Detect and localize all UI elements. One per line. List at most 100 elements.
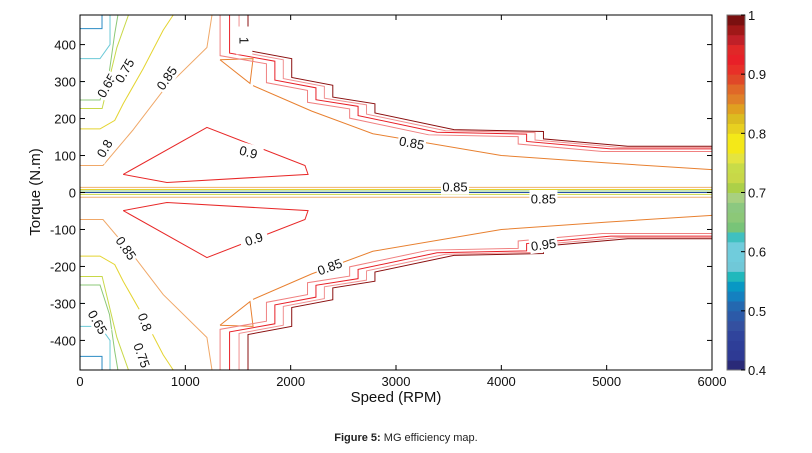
colorbar-swatch: [727, 15, 745, 26]
colorbar-swatch: [727, 103, 745, 115]
contour-line-0.55: [80, 15, 103, 30]
colorbar-tick-label: 0.6: [748, 245, 766, 260]
contour-label-bg: [110, 54, 139, 87]
colorbar-swatch: [727, 360, 745, 371]
colorbar-swatch: [727, 84, 745, 95]
caption-label: Figure 5:: [334, 432, 381, 444]
contour-label: 0.85: [315, 256, 344, 279]
colorbar-tick-label: 0.5: [748, 304, 766, 319]
x-tick-label: 5000: [592, 374, 621, 389]
colorbar-swatch: [727, 172, 745, 184]
contour-line-0.9: [219, 15, 712, 152]
contour-label: 0.85: [398, 133, 426, 152]
colorbar-swatch: [727, 350, 745, 361]
y-tick-label: 400: [54, 38, 76, 53]
x-axis-label: Speed (RPM): [351, 389, 442, 406]
figure-caption: Figure 5: MG efficiency map.: [0, 432, 812, 444]
y-tick-label: -300: [50, 296, 76, 311]
colorbar-swatch: [727, 291, 745, 302]
x-tick-label: 6000: [698, 374, 727, 389]
contour-labels: 10.650.75 0.850.8 0.9 0.850.850.850.85 0.90.…: [83, 26, 559, 372]
colorbar-swatch: [727, 231, 745, 243]
colorbar-swatch: [727, 340, 745, 351]
colorbar-swatch: [727, 320, 745, 332]
contour-label-bg: [129, 339, 155, 372]
contour-label: 0.9: [238, 143, 259, 162]
contour-line-0.75: [80, 275, 129, 371]
contour-line-0.85: [80, 218, 213, 371]
colorbar-swatch: [727, 74, 745, 85]
contour-line-0.55: [80, 355, 103, 370]
contour-line-0.92: [229, 235, 712, 370]
colorbar-swatch: [727, 162, 745, 174]
x-tick-label: 4000: [487, 374, 516, 389]
colorbar-tick-label: 0.9: [748, 67, 766, 82]
contour-line-0.7: [80, 14, 119, 101]
contour-label-bg: [236, 26, 253, 55]
contour-line-0.85: [80, 14, 213, 167]
contour-label: 1: [236, 37, 251, 44]
colorbar-swatch: [727, 251, 745, 263]
y-tick-label: 300: [54, 75, 76, 90]
contour-label-bg: [90, 132, 119, 165]
colorbar-swatch: [727, 212, 745, 223]
y-tick-label: 100: [54, 149, 76, 164]
x-tick-label: 3000: [382, 374, 411, 389]
colorbar-tick-label: 1: [748, 8, 755, 23]
colorbar-swatch: [727, 241, 745, 253]
contour-label: 0.75: [130, 341, 153, 370]
colorbar-swatch: [727, 54, 745, 65]
colorbar-swatch: [727, 182, 745, 193]
contour-label-bg: [151, 61, 181, 94]
contour-line-0.8: [80, 255, 174, 371]
colorbar-swatch: [727, 143, 745, 154]
contour-label-bg: [133, 306, 158, 338]
y-axis-label: Torque (N.m): [27, 148, 44, 236]
colorbar-swatch: [727, 192, 745, 203]
contour-line-1: [247, 238, 712, 370]
contour-line-0.8: [80, 14, 174, 130]
contour-label: 0.8: [135, 311, 155, 333]
colorbar-tick-label: 0.8: [748, 126, 766, 141]
y-tick-label: 200: [54, 112, 76, 127]
contour-label-bg: [111, 231, 141, 265]
y-tick-label: -400: [50, 333, 76, 348]
colorbar-tick-label: 0.4: [748, 363, 766, 378]
colorbar-swatch: [727, 34, 745, 46]
colorbar-swatch: [727, 281, 745, 292]
y-tick-label: 0: [69, 186, 76, 201]
x-tick-label: 1000: [171, 374, 200, 389]
contour-line-0.95: [238, 15, 712, 148]
colorbar-swatch: [727, 202, 745, 213]
y-axis-ticks: -400 -300 -200 -100 0 100 200 300 400: [50, 38, 712, 348]
x-tick-label: 0: [76, 374, 83, 389]
contour-line-0.9: [122, 126, 309, 184]
contour-line-0.9: [122, 201, 309, 259]
colorbar-swatch: [727, 123, 745, 134]
colorbar-swatch: [727, 64, 745, 75]
colorbar-tick-label: 0.7: [748, 186, 766, 201]
colorbar-swatch: [727, 330, 745, 341]
contour-line-0.85: [219, 58, 254, 85]
contour-label-bg: [529, 190, 558, 207]
contour-label-bg: [396, 132, 427, 153]
contour-line-0.9: [219, 233, 712, 370]
colorbar-swatch: [727, 133, 745, 144]
contour-label: 0.9: [243, 229, 265, 249]
colorbar-swatch: [727, 310, 745, 322]
x-axis-ticks: 0 1000 2000 3000 4000 5000 6000: [76, 15, 726, 389]
colorbar-swatch: [727, 93, 745, 105]
contour-label-bg: [528, 234, 559, 255]
contour-label-bg: [440, 178, 469, 195]
colorbar-swatch: [727, 261, 745, 272]
caption-text: MG efficiency map.: [380, 432, 478, 444]
y-tick-label: -100: [50, 222, 76, 237]
contour-line-1: [247, 15, 712, 147]
contour-line-0.92: [229, 15, 712, 150]
colorbar-swatch: [727, 44, 745, 55]
colorbar-swatch: [727, 271, 745, 282]
contour-line-0.85: [252, 85, 713, 171]
colorbar-swatch: [727, 24, 745, 36]
contour-label-bg: [83, 305, 112, 339]
colorbar-swatch: [727, 300, 745, 312]
